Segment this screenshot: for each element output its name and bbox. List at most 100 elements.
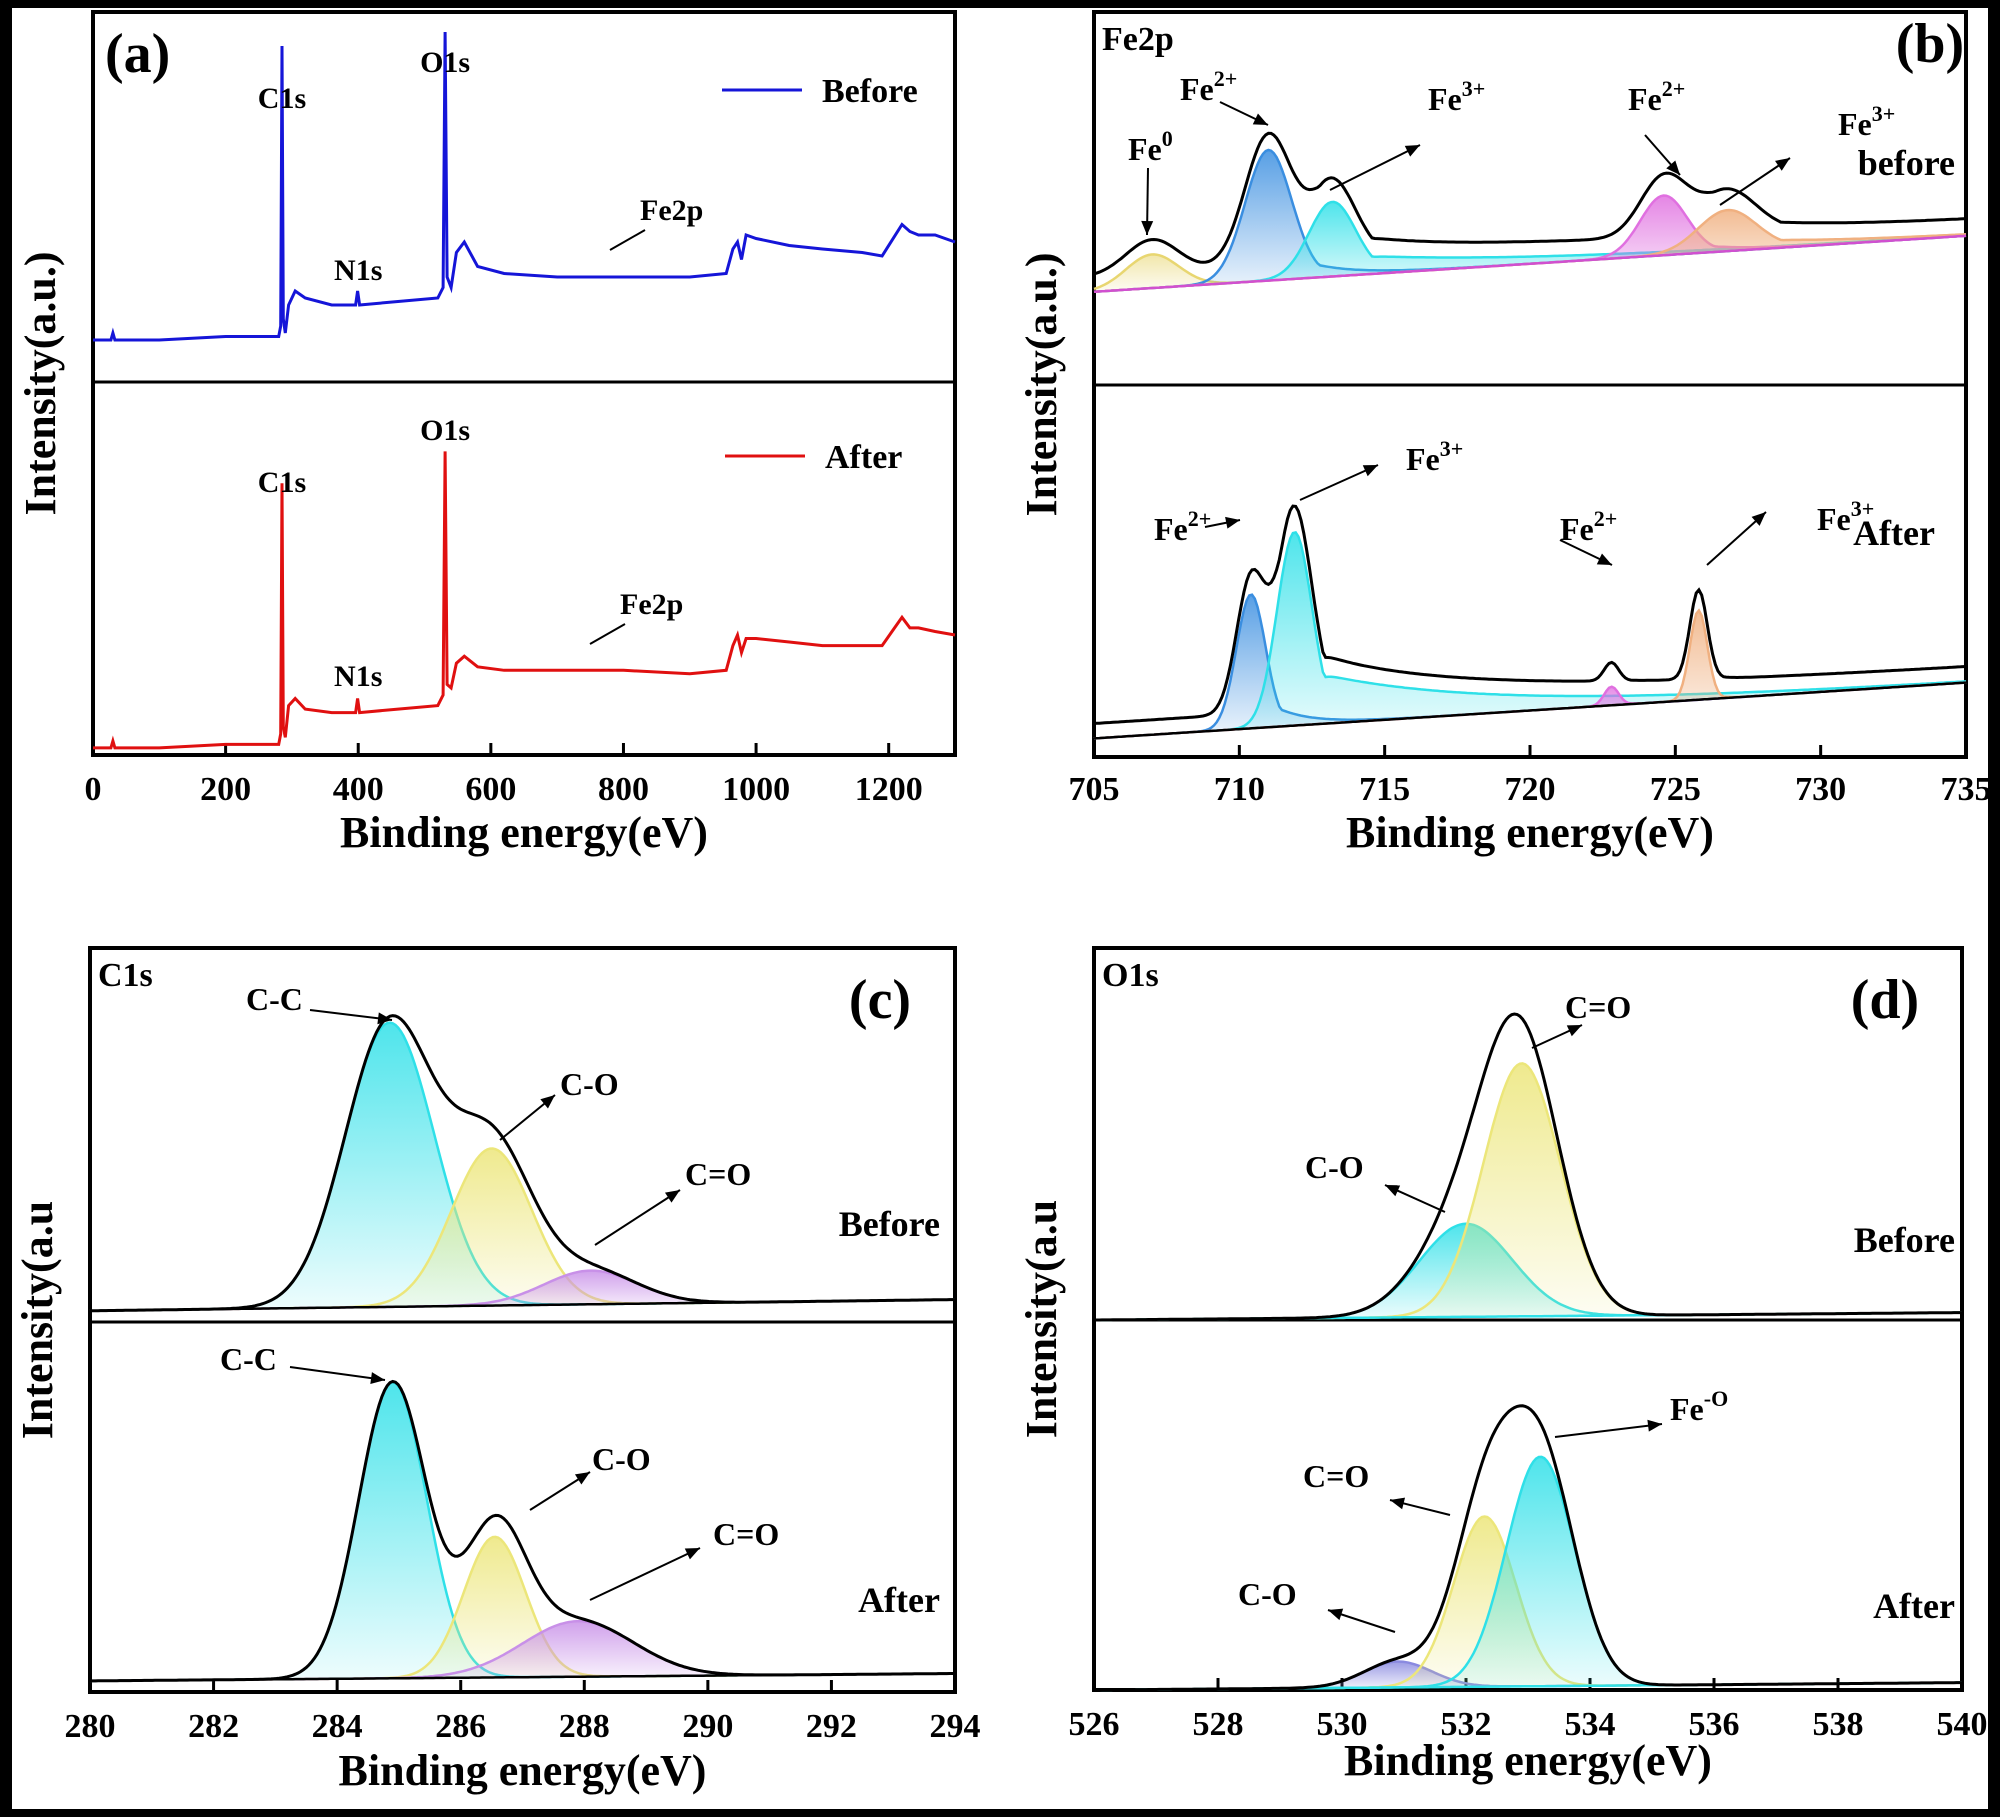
figure-sheet bbox=[12, 8, 1988, 1809]
component-label-superscript: 2+ bbox=[1214, 66, 1238, 91]
component-arrowhead bbox=[1141, 220, 1154, 235]
component-label-superscript: 0 bbox=[1162, 126, 1173, 151]
legend-label: After bbox=[825, 439, 902, 476]
component-fill-1 bbox=[1094, 532, 1966, 739]
component-label: Fe3+ bbox=[1838, 101, 1895, 142]
component-arrowhead bbox=[540, 1095, 555, 1109]
x-axis-label: Binding energy(eV) bbox=[1346, 808, 1714, 857]
x-tick-label: 715 bbox=[1359, 771, 1410, 808]
x-tick-label: 536 bbox=[1689, 1706, 1740, 1743]
component-arrowhead bbox=[1252, 113, 1268, 125]
spectrum-line-after bbox=[93, 451, 956, 750]
x-tick-label: 294 bbox=[930, 1708, 981, 1745]
component-arrow bbox=[289, 1366, 386, 1381]
envelope-line bbox=[1093, 504, 1967, 725]
x-tick-label: 735 bbox=[1941, 771, 1992, 808]
component-arrowhead bbox=[1647, 1419, 1662, 1432]
component-label-superscript: 3+ bbox=[1440, 436, 1464, 461]
x-tick-label: 286 bbox=[435, 1708, 486, 1745]
x-tick-label: 528 bbox=[1193, 1706, 1244, 1743]
sample-label-before: Before bbox=[839, 1204, 940, 1244]
component-fill-2 bbox=[90, 1621, 955, 1681]
component-label: Fe2+ bbox=[1180, 66, 1237, 107]
component-fill-1 bbox=[90, 1536, 955, 1681]
component-fill-2 bbox=[1094, 201, 1966, 292]
component-label: C-C bbox=[220, 1341, 277, 1377]
component-label-superscript: -O bbox=[1704, 1386, 1728, 1411]
component-arrow bbox=[1719, 157, 1791, 206]
peak-label-c1s: C1s bbox=[258, 466, 306, 499]
component-arrow bbox=[1299, 464, 1379, 501]
component-label: C-C bbox=[246, 981, 303, 1017]
component-arrowhead bbox=[1385, 1185, 1401, 1197]
x-tick-label: 600 bbox=[465, 771, 516, 808]
x-tick-label: 538 bbox=[1813, 1706, 1864, 1743]
x-tick-label: 800 bbox=[598, 771, 649, 808]
x-tick-label: 526 bbox=[1069, 1706, 1120, 1743]
component-label-superscript: 2+ bbox=[1594, 506, 1618, 531]
component-label: Fe2+ bbox=[1154, 506, 1211, 547]
y-axis-label: Intensity(a.u bbox=[13, 1201, 62, 1439]
x-tick-label: 540 bbox=[1937, 1706, 1988, 1743]
peak-label-n1s: N1s bbox=[334, 254, 382, 287]
x-axis-label: Binding energy(eV) bbox=[1344, 1736, 1712, 1785]
x-tick-label: 532 bbox=[1441, 1706, 1492, 1743]
component-fill-1 bbox=[90, 1148, 955, 1311]
region-label: C1s bbox=[98, 957, 153, 994]
component-arrow bbox=[594, 1189, 681, 1246]
peak-arrow bbox=[609, 229, 646, 251]
component-label: Fe-O bbox=[1670, 1386, 1728, 1427]
component-arrowhead bbox=[1362, 465, 1378, 477]
peak-arrow bbox=[589, 623, 626, 645]
x-tick-label: 710 bbox=[1214, 771, 1265, 808]
component-arrowhead bbox=[1404, 145, 1420, 157]
component-arrowhead bbox=[377, 1012, 392, 1025]
component-arrowhead bbox=[1328, 1608, 1344, 1621]
component-label-superscript: 3+ bbox=[1872, 101, 1896, 126]
component-label: C-O bbox=[1238, 1576, 1297, 1612]
x-tick-label: 534 bbox=[1565, 1706, 1616, 1743]
x-tick-label: 0 bbox=[85, 771, 102, 808]
component-arrowhead bbox=[1775, 158, 1790, 171]
region-label: Fe2p bbox=[1102, 21, 1174, 58]
y-axis-label: Intensity(a.u.) bbox=[16, 251, 65, 515]
component-fill-4 bbox=[1094, 210, 1966, 292]
panel-label: (d) bbox=[1851, 969, 1919, 1031]
component-label: Fe2+ bbox=[1560, 506, 1617, 547]
envelope-line bbox=[89, 1014, 955, 1313]
sample-label-after: After bbox=[858, 1580, 940, 1620]
spectrum-line-before bbox=[93, 31, 956, 342]
x-tick-label: 705 bbox=[1069, 771, 1120, 808]
component-label-superscript: 3+ bbox=[1462, 76, 1486, 101]
peak-label-fe2p: Fe2p bbox=[620, 588, 683, 621]
sample-label-before: before bbox=[1858, 143, 1955, 183]
x-axis-label: Binding energy(eV) bbox=[340, 808, 708, 857]
component-arrow bbox=[589, 1547, 701, 1601]
x-tick-label: 288 bbox=[559, 1708, 610, 1745]
component-arrowhead bbox=[1666, 160, 1680, 175]
peak-label-fe2p: Fe2p bbox=[640, 194, 703, 227]
component-label: C-O bbox=[592, 1441, 651, 1477]
component-arrow bbox=[1554, 1423, 1663, 1438]
component-arrowhead bbox=[1566, 1025, 1582, 1037]
component-label: C=O bbox=[1303, 1458, 1369, 1494]
component-fill-2 bbox=[1094, 1456, 1962, 1690]
component-label: C=O bbox=[1565, 989, 1631, 1025]
component-line-1 bbox=[1093, 530, 1967, 740]
component-label: Fe3+ bbox=[1428, 76, 1485, 117]
x-tick-label: 282 bbox=[188, 1708, 239, 1745]
component-fill-0 bbox=[1094, 594, 1966, 739]
component-arrowhead bbox=[1596, 553, 1612, 565]
panel-label: (a) bbox=[105, 23, 170, 85]
component-label: C-O bbox=[560, 1066, 619, 1102]
component-fill-1 bbox=[1094, 1063, 1962, 1320]
panel-c-frame bbox=[88, 946, 957, 1694]
panel-c: 280 282 284 286 288 290 292 294 Binding energy(e… bbox=[13, 946, 981, 1795]
component-arrowhead bbox=[1225, 516, 1240, 529]
x-tick-label: 1000 bbox=[722, 771, 790, 808]
component-arrowhead bbox=[1390, 1497, 1406, 1510]
sample-label-after: After bbox=[1853, 513, 1935, 553]
component-arrow bbox=[1329, 144, 1421, 191]
